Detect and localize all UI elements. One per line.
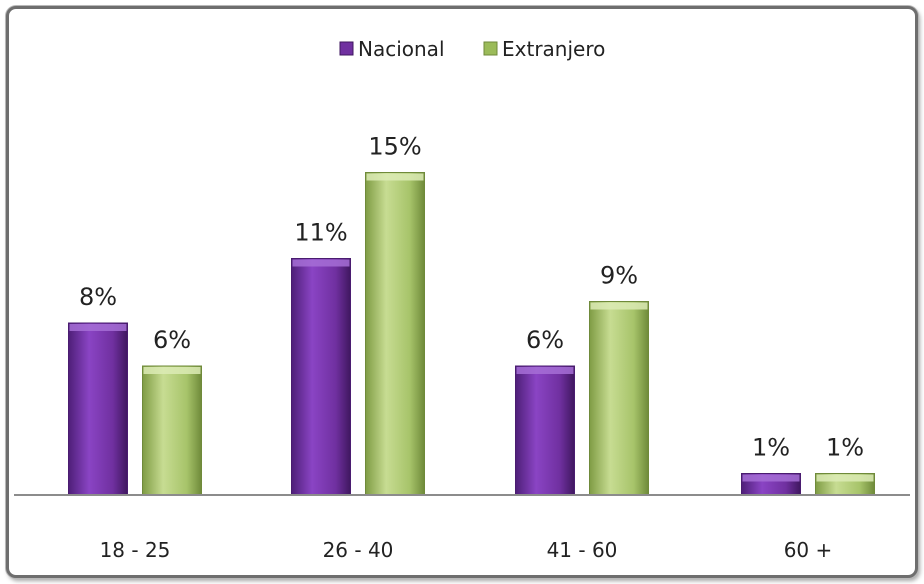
legend-label-extranjero: Extranjero	[502, 37, 605, 61]
data-labels-group: 8% 11% 6% 1% 6% 15% 9% 1%	[79, 133, 864, 462]
bar-top-bevel	[292, 259, 350, 267]
legend-swatch-nacional	[339, 41, 354, 56]
bar-nacional-2	[515, 365, 575, 496]
bars-group	[68, 172, 875, 496]
bar-top-bevel	[516, 367, 574, 374]
x-tick-label-3: 60 +	[784, 538, 833, 562]
bar-extranjero-2	[589, 301, 649, 496]
x-tick-label-0: 18 - 25	[100, 538, 171, 562]
x-tick-label-1: 26 - 40	[323, 538, 394, 562]
legend: Nacional Extranjero	[339, 37, 605, 61]
x-tick-labels-group: 18 - 25 26 - 40 41 - 60 60 +	[100, 538, 833, 562]
bar-nacional-1	[291, 258, 351, 496]
legend-label-nacional: Nacional	[358, 37, 445, 61]
bar-top-bevel	[69, 324, 127, 331]
data-label-nacional-2: 6%	[526, 326, 564, 354]
data-label-nacional-0: 8%	[79, 283, 117, 311]
bar-top-bevel	[366, 173, 424, 181]
bar-top-bevel	[742, 474, 800, 482]
data-label-nacional-1: 11%	[294, 219, 347, 247]
bar-top-bevel	[816, 474, 874, 482]
bar-top-bevel	[590, 302, 648, 310]
bar-nacional-0	[68, 322, 128, 496]
x-tick-label-2: 41 - 60	[547, 538, 618, 562]
data-label-extranjero-1: 15%	[368, 133, 421, 161]
data-label-extranjero-2: 9%	[600, 262, 638, 290]
bar-extranjero-1	[365, 172, 425, 496]
data-label-extranjero-3: 1%	[826, 434, 864, 462]
legend-swatch-extranjero	[483, 41, 498, 56]
data-label-extranjero-0: 6%	[153, 326, 191, 354]
bar-top-bevel	[143, 367, 201, 374]
bar-extranjero-0	[142, 365, 202, 496]
data-label-nacional-3: 1%	[752, 434, 790, 462]
